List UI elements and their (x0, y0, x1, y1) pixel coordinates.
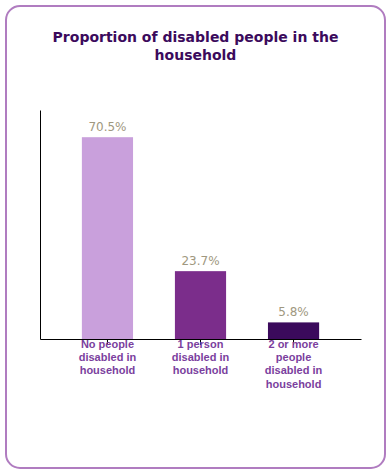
text-line: 1 person (178, 338, 224, 350)
bar (268, 322, 319, 339)
x-tick-label: 1 persondisabled inhousehold (172, 338, 230, 376)
text-line: disabled in (265, 364, 323, 376)
bar (175, 271, 226, 339)
text-line: household (266, 378, 322, 390)
border (6, 6, 385, 468)
text-line: Proportion of disabled people in the (53, 29, 339, 45)
data-label: 70.5% (88, 120, 126, 134)
chart-container: Proportion of disabled people in the hous… (0, 0, 391, 474)
text-line: No people (81, 338, 134, 350)
data-label: 23.7% (181, 254, 219, 268)
text-line: 2 or more (268, 338, 318, 350)
y-axis-line (40, 111, 41, 340)
plot: No peopledisabled inhousehold1 persondis… (41, 111, 362, 390)
x-tick: No peopledisabled inhousehold (79, 338, 137, 376)
x-tick-label: No peopledisabled inhousehold (79, 338, 137, 376)
text-line: disabled in (79, 351, 137, 363)
bar (82, 137, 133, 339)
title: Proportion of disabled people in the hous… (53, 29, 339, 63)
text-line: household (173, 364, 229, 376)
x-axis: No peopledisabled inhousehold1 persondis… (41, 338, 362, 390)
y-axis (40, 111, 41, 340)
text-line: disabled in (172, 351, 230, 363)
data-labels: 70.5% 23.7% 5.8% (88, 120, 308, 319)
data-label: 5.8% (278, 305, 309, 319)
x-tick-label: 2 or morepeopledisabled in household (265, 338, 323, 390)
bars (82, 137, 319, 339)
text-line: household (80, 364, 136, 376)
x-tick: 1 persondisabled inhousehold (172, 338, 230, 376)
text-line: people (276, 351, 311, 363)
x-tick: 2 or morepeopledisabled in household (265, 338, 323, 390)
chart-svg: Proportion of disabled people in the hous… (0, 0, 391, 474)
text-line: household (155, 47, 237, 63)
